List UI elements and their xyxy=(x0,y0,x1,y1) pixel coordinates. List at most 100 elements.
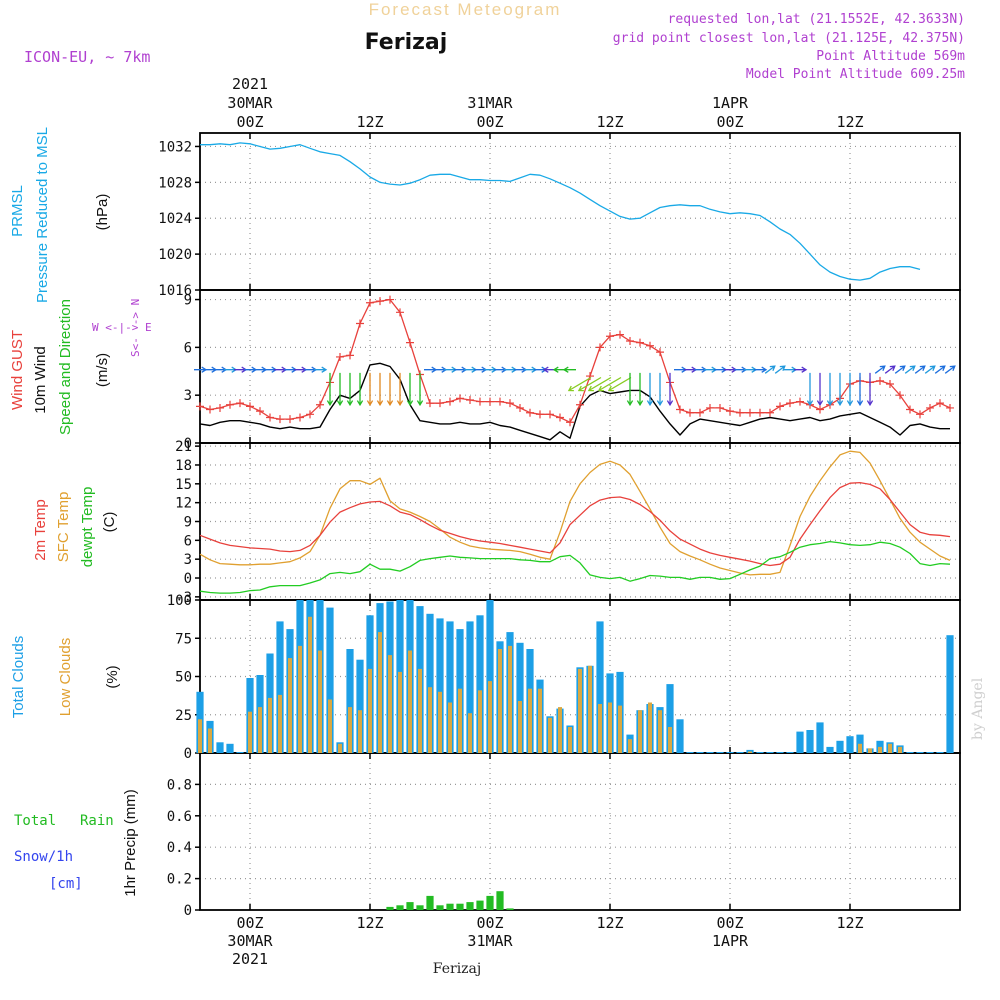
total-cloud-bar xyxy=(486,600,494,753)
temp-2m-line xyxy=(199,481,951,567)
gust-marker xyxy=(786,399,794,408)
pressure-tick-label: 1016 xyxy=(158,283,192,299)
sfc-temp-line xyxy=(199,450,951,576)
gust-marker xyxy=(716,403,724,412)
gust-marker xyxy=(726,407,734,416)
wind-arrow xyxy=(774,365,786,374)
low-cloud-bar xyxy=(448,702,452,753)
gust-marker xyxy=(746,408,754,417)
percent-unit-label: (%) xyxy=(104,665,121,688)
low-cloud-bar xyxy=(538,688,542,753)
gust-marker xyxy=(656,348,664,357)
precip-tick-label: 0.8 xyxy=(167,777,192,793)
wind-arrow xyxy=(816,372,824,407)
gust-marker xyxy=(516,403,524,412)
wind-arrow xyxy=(336,372,344,407)
wind-direction-arrows xyxy=(194,365,956,407)
wind-arrow xyxy=(326,372,334,407)
rain-precip-label: Rain xyxy=(80,813,114,829)
time-label: 1APR xyxy=(712,94,749,112)
wind-tick-labels: 9 6 3 0 xyxy=(184,293,200,452)
low-cloud-bar xyxy=(488,681,492,753)
point-altitude: Point Altitude 569m xyxy=(816,49,965,64)
gust-marker xyxy=(896,391,904,400)
gridpoint-coords: grid point closest lon,lat (21.125E, 42.… xyxy=(613,31,965,46)
gust-marker xyxy=(456,394,464,403)
wind-arrow xyxy=(754,366,768,373)
gust-marker xyxy=(306,410,314,419)
pressure-panel-frame xyxy=(199,132,961,291)
low-cloud-bar xyxy=(588,665,592,753)
gust-marker xyxy=(946,403,954,412)
wind-compass: W <-|-> E -> N S<- xyxy=(92,299,152,357)
gust-marker xyxy=(396,308,404,317)
low-cloud-bar xyxy=(898,746,902,753)
rain-bar xyxy=(396,905,404,910)
gust-marker xyxy=(276,415,284,424)
time-label: 12Z xyxy=(596,914,623,932)
total-cloud-bar xyxy=(836,740,844,753)
time-label: 31MAR xyxy=(467,932,513,950)
total-cloud-bar xyxy=(596,621,604,753)
time-label: 30MAR xyxy=(227,94,273,112)
time-label: 00Z xyxy=(716,914,743,932)
wind-arrow xyxy=(562,366,576,373)
time-label: 12Z xyxy=(596,113,623,131)
station-title: Ferizaj xyxy=(365,30,448,55)
low-cloud-bar xyxy=(548,717,552,753)
wind-tick-label: 9 xyxy=(184,293,192,309)
low-cloud-bar xyxy=(618,705,622,753)
wind-arrow xyxy=(846,372,854,407)
precip-bars xyxy=(386,891,514,910)
low-cloud-bar xyxy=(268,697,272,753)
total-cloud-bar xyxy=(846,736,854,753)
gust-marker xyxy=(236,399,244,408)
wind-arrow xyxy=(764,365,776,374)
gust-marker xyxy=(446,397,454,406)
pressure-tick-label: 1024 xyxy=(158,211,192,227)
gust-marker xyxy=(926,403,934,412)
compass-south-text: S<- xyxy=(129,337,142,357)
gust-marker xyxy=(506,399,514,408)
low-cloud-bar xyxy=(608,702,612,753)
gust-marker xyxy=(496,397,504,406)
gust-marker xyxy=(586,372,594,381)
low-cloud-bar xyxy=(328,699,332,753)
pressure-tick-label: 1032 xyxy=(158,139,192,155)
wind-arrow xyxy=(894,365,906,374)
rain-bar xyxy=(446,903,454,910)
temperature-tick-label: 15 xyxy=(175,477,192,493)
wind-speed-dir-label: Speed and Direction xyxy=(57,299,74,435)
gust-marker xyxy=(256,407,264,416)
gust-marker xyxy=(876,376,884,385)
low-cloud-bar xyxy=(478,690,482,753)
gust-marker xyxy=(486,397,494,406)
total-cloud-bar xyxy=(426,613,434,753)
clouds-tick-labels: 100 75 50 25 0 xyxy=(167,593,200,762)
gust-marker xyxy=(196,402,204,411)
gust-marker xyxy=(636,338,644,347)
pressure-series xyxy=(200,142,921,281)
gust-marker xyxy=(426,399,434,408)
total-cloud-bar xyxy=(516,642,524,753)
gust-marker xyxy=(756,408,764,417)
temperature-tick-label: 12 xyxy=(175,496,192,512)
total-cloud-bar xyxy=(436,618,444,753)
precip-tick-label: 0.6 xyxy=(167,809,192,825)
wind-speed-line xyxy=(199,362,950,441)
wind-gust-label: Wind GUST xyxy=(9,330,26,410)
precip-tick-label: 0 xyxy=(184,903,192,919)
gust-marker xyxy=(286,415,294,424)
low-clouds-label: Low Clouds xyxy=(57,638,74,716)
gust-marker xyxy=(796,397,804,406)
low-cloud-bar xyxy=(398,671,402,753)
temp-dewpt-label: dewpt Temp xyxy=(79,487,96,568)
precip-tick-label: 0.4 xyxy=(167,840,192,856)
total-cloud-bar xyxy=(676,719,684,753)
temperature-series xyxy=(199,450,951,594)
gust-marker xyxy=(206,405,214,414)
total-cloud-bar xyxy=(816,722,824,753)
temperature-tick-label: 18 xyxy=(175,458,192,474)
gust-marker xyxy=(386,295,394,304)
